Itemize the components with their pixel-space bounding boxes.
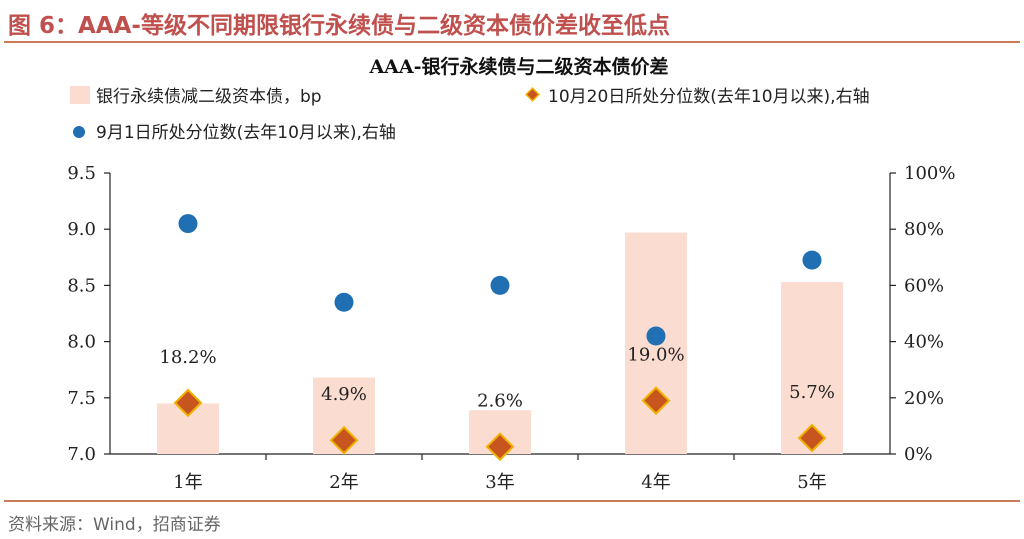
diamond-data-label: 18.2%	[159, 347, 216, 368]
x-tick-label: 3年	[485, 472, 514, 493]
right-tick-label: 40%	[904, 332, 944, 353]
source-note: 资料来源：Wind，招商证券	[8, 515, 221, 535]
chart: AAA-银行永续债与二级资本债价差 银行永续债减二级资本债，bp 10月20日所…	[67, 55, 955, 493]
left-tick-label: 9.5	[67, 163, 96, 184]
diamond-data-label: 2.6%	[477, 391, 523, 412]
legend-label-dot: 9月1日所处分位数(去年10月以来),右轴	[96, 123, 396, 143]
legend-swatch-dot	[73, 126, 85, 138]
diamond-point	[329, 425, 359, 455]
legend-label-bar: 银行永续债减二级资本债，bp	[96, 87, 322, 107]
diamond-point	[173, 388, 203, 418]
legend-swatch-diamond	[525, 87, 540, 102]
x-tick-label: 4年	[641, 472, 670, 493]
x-tick-label: 2年	[329, 472, 358, 493]
diamond-data-label: 4.9%	[321, 384, 367, 405]
right-tick-label: 0%	[904, 444, 933, 465]
right-axis-ticks: 0% 20% 40% 60% 80% 100%	[890, 163, 955, 465]
legend-label-diamond: 10月20日所处分位数(去年10月以来),右轴	[548, 87, 870, 107]
x-tick-label: 1年	[173, 472, 202, 493]
dot-series	[178, 214, 822, 346]
dot-point	[490, 275, 510, 295]
diamond-data-label: 19.0%	[627, 345, 684, 366]
diamond-point	[797, 423, 827, 453]
right-tick-label: 20%	[904, 388, 944, 409]
dot-point	[646, 326, 666, 346]
dot-point	[802, 250, 822, 270]
left-tick-label: 7.5	[67, 388, 96, 409]
left-tick-label: 8.5	[67, 275, 96, 296]
dot-point	[178, 214, 198, 234]
left-tick-label: 7.0	[67, 444, 96, 465]
diamond-data-label: 5.7%	[789, 382, 835, 403]
legend-swatch-bar	[70, 86, 90, 104]
title-divider	[4, 41, 1020, 43]
chart-title: AAA-银行永续债与二级资本债价差	[368, 55, 668, 78]
right-tick-label: 60%	[904, 275, 944, 296]
diamond-point	[641, 386, 671, 416]
source-divider	[4, 500, 1020, 502]
left-axis-ticks: 7.0 7.5 8.0 8.5 9.0 9.5	[67, 163, 110, 465]
x-axis-ticks: 1年 2年 3年 4年 5年	[173, 454, 827, 493]
bar-series	[157, 232, 843, 454]
right-tick-label: 100%	[904, 163, 955, 184]
legend: 银行永续债减二级资本债，bp 10月20日所处分位数(去年10月以来),右轴 9…	[70, 86, 870, 143]
left-tick-label: 9.0	[67, 219, 96, 240]
dot-point	[334, 292, 354, 312]
diamond-labels: 18.2% 4.9% 2.6% 19.0% 5.7%	[159, 345, 834, 412]
x-tick-label: 5年	[797, 472, 826, 493]
right-tick-label: 80%	[904, 219, 944, 240]
figure-title: 图 6：AAA-等级不同期限银行永续债与二级资本债价差收至低点	[8, 13, 670, 39]
diamond-series	[173, 386, 827, 462]
left-tick-label: 8.0	[67, 332, 96, 353]
diamond-point	[485, 432, 515, 462]
